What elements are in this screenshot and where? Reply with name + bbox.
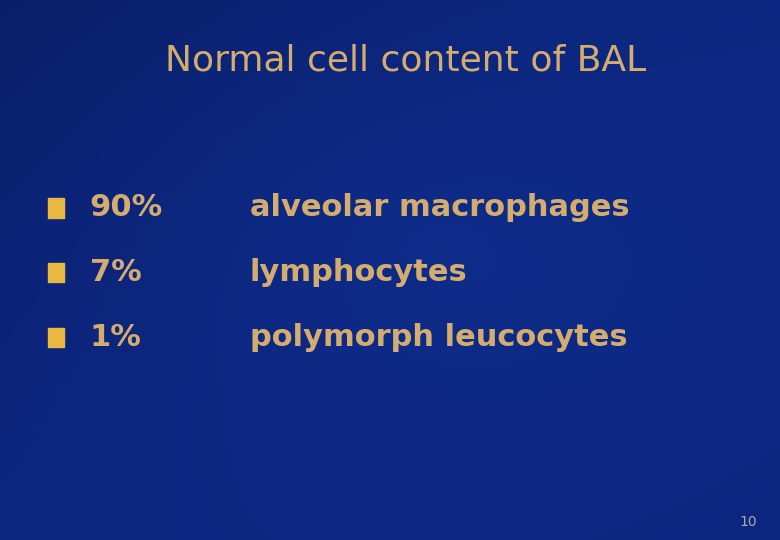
Text: lymphocytes: lymphocytes <box>250 258 467 287</box>
Text: 1%: 1% <box>90 323 142 352</box>
Text: Normal cell content of BAL: Normal cell content of BAL <box>165 43 646 77</box>
Text: 7%: 7% <box>90 258 141 287</box>
Bar <box>48 263 65 282</box>
Text: alveolar macrophages: alveolar macrophages <box>250 193 629 222</box>
Text: 10: 10 <box>739 515 757 529</box>
Text: polymorph leucocytes: polymorph leucocytes <box>250 323 627 352</box>
Bar <box>48 198 65 218</box>
Bar <box>48 328 65 347</box>
Text: 90%: 90% <box>90 193 163 222</box>
